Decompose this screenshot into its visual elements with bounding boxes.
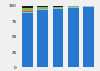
Bar — [53, 6, 63, 7]
Bar — [53, 9, 63, 67]
Bar — [68, 6, 79, 7]
Bar — [83, 7, 94, 67]
Bar — [37, 9, 48, 10]
Bar — [68, 8, 79, 67]
Bar — [22, 11, 33, 12]
Bar — [37, 6, 48, 7]
Bar — [22, 12, 33, 13]
Bar — [37, 7, 48, 9]
Bar — [37, 10, 48, 67]
Bar — [83, 6, 94, 7]
Bar — [22, 8, 33, 11]
Bar — [22, 6, 33, 8]
Bar — [22, 13, 33, 67]
Bar — [53, 7, 63, 8]
Bar — [53, 8, 63, 9]
Bar — [68, 7, 79, 8]
